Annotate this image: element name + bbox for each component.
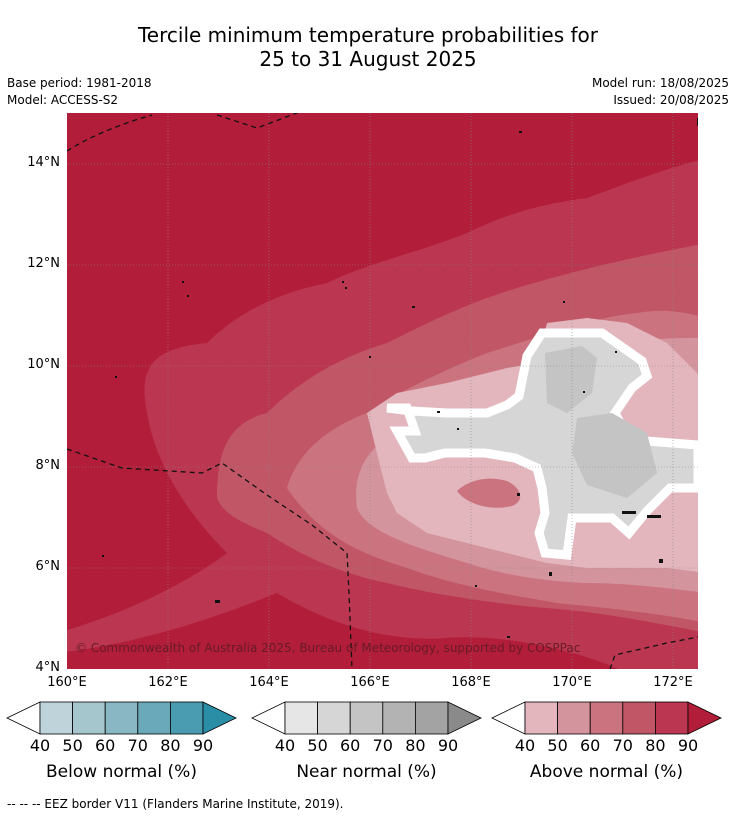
below-normal-legend-title: Below normal (%) — [46, 762, 197, 782]
map-title-line2: 25 to 31 August 2025 — [259, 47, 477, 71]
lon-tick-162e: 162°E — [148, 675, 188, 690]
below-normal-swatch-70 — [137, 701, 171, 735]
below-normal-swatch-90 — [202, 701, 237, 735]
lat-tick-14n: 14°N — [27, 155, 60, 170]
graticule — [67, 113, 698, 669]
island-markers — [102, 118, 698, 638]
near-normal-darker-region-2 — [572, 413, 657, 498]
below-tick-80: 80 — [160, 736, 181, 755]
lat-tick-6n: 6°N — [35, 559, 61, 574]
near-tick-60: 60 — [340, 736, 361, 755]
below-tick-70: 70 — [127, 736, 148, 755]
above-tick-50: 50 — [547, 736, 568, 755]
above-tick-80: 80 — [645, 736, 666, 755]
near-normal-swatch-50 — [317, 701, 351, 735]
below-normal-swatch-80 — [169, 701, 204, 735]
eez-footnote: -- -- -- EEZ border V11 (Flanders Marine… — [7, 797, 344, 811]
above-normal-swatch-90 — [687, 701, 722, 735]
near-tick-70: 70 — [372, 736, 393, 755]
below-tick-60: 60 — [95, 736, 116, 755]
near-normal-colorbar — [251, 701, 482, 735]
above-tick-60: 60 — [580, 736, 601, 755]
issued-label: Issued: 20/08/2025 — [613, 93, 729, 107]
below-normal-swatch-under — [6, 701, 41, 735]
above-normal-swatch-under — [491, 701, 526, 735]
below-normal-swatch-60 — [104, 701, 139, 735]
above-normal-swatch-60 — [589, 701, 624, 735]
model-run-label: Model run: 18/08/2025 — [591, 76, 729, 90]
above-tick-40: 40 — [514, 736, 536, 755]
lon-tick-164e: 164°E — [249, 675, 289, 690]
below-tick-90: 90 — [192, 736, 214, 755]
near-normal-region — [386, 328, 698, 560]
below-normal-colorbar — [6, 701, 237, 735]
near-tick-80: 80 — [405, 736, 426, 755]
above-normal-colorbar — [491, 701, 722, 735]
above-50-patch — [457, 478, 521, 508]
below-normal-swatch-40 — [39, 701, 73, 735]
above-tick-90: 90 — [677, 736, 699, 755]
near-normal-swatch-60 — [349, 701, 384, 735]
near-tick-40: 40 — [274, 736, 296, 755]
lon-tick-168e: 168°E — [451, 675, 491, 690]
above-normal-swatch-40 — [524, 701, 558, 735]
near-tick-50: 50 — [307, 736, 328, 755]
lon-tick-166e: 166°E — [350, 675, 390, 690]
lon-tick-160e: 160°E — [47, 675, 87, 690]
copyright-notice: © Commonwealth of Australia 2025, Bureau… — [75, 641, 581, 655]
lat-tick-8n: 8°N — [35, 458, 61, 473]
below-tick-50: 50 — [62, 736, 83, 755]
probability-map — [67, 113, 698, 669]
above-normal-swatch-70 — [622, 701, 656, 735]
lat-tick-4n: 4°N — [35, 660, 61, 675]
map-title-line1: Tercile minimum temperature probabilitie… — [137, 23, 599, 47]
below-tick-40: 40 — [29, 736, 51, 755]
lon-tick-170e: 170°E — [552, 675, 592, 690]
near-tick-90: 90 — [437, 736, 459, 755]
near-normal-swatch-40 — [284, 701, 318, 735]
model-label: Model: ACCESS-S2 — [7, 93, 119, 107]
near-normal-swatch-90 — [447, 701, 482, 735]
above-normal-swatch-50 — [557, 701, 591, 735]
lat-tick-10n: 10°N — [27, 357, 60, 372]
lat-tick-12n: 12°N — [27, 256, 60, 271]
near-normal-swatch-under — [251, 701, 286, 735]
below-normal-swatch-50 — [72, 701, 106, 735]
above-normal-legend-title: Above normal (%) — [529, 762, 684, 782]
lon-tick-172e: 172°E — [653, 675, 693, 690]
near-normal-swatch-70 — [382, 701, 416, 735]
near-normal-legend-title: Near normal (%) — [296, 762, 437, 782]
base-period-label: Base period: 1981-2018 — [7, 76, 152, 90]
near-normal-darker-region — [545, 346, 597, 413]
above-normal-swatch-80 — [654, 701, 689, 735]
above-tick-70: 70 — [612, 736, 633, 755]
eez-border-lines — [67, 113, 698, 669]
near-normal-swatch-80 — [414, 701, 449, 735]
